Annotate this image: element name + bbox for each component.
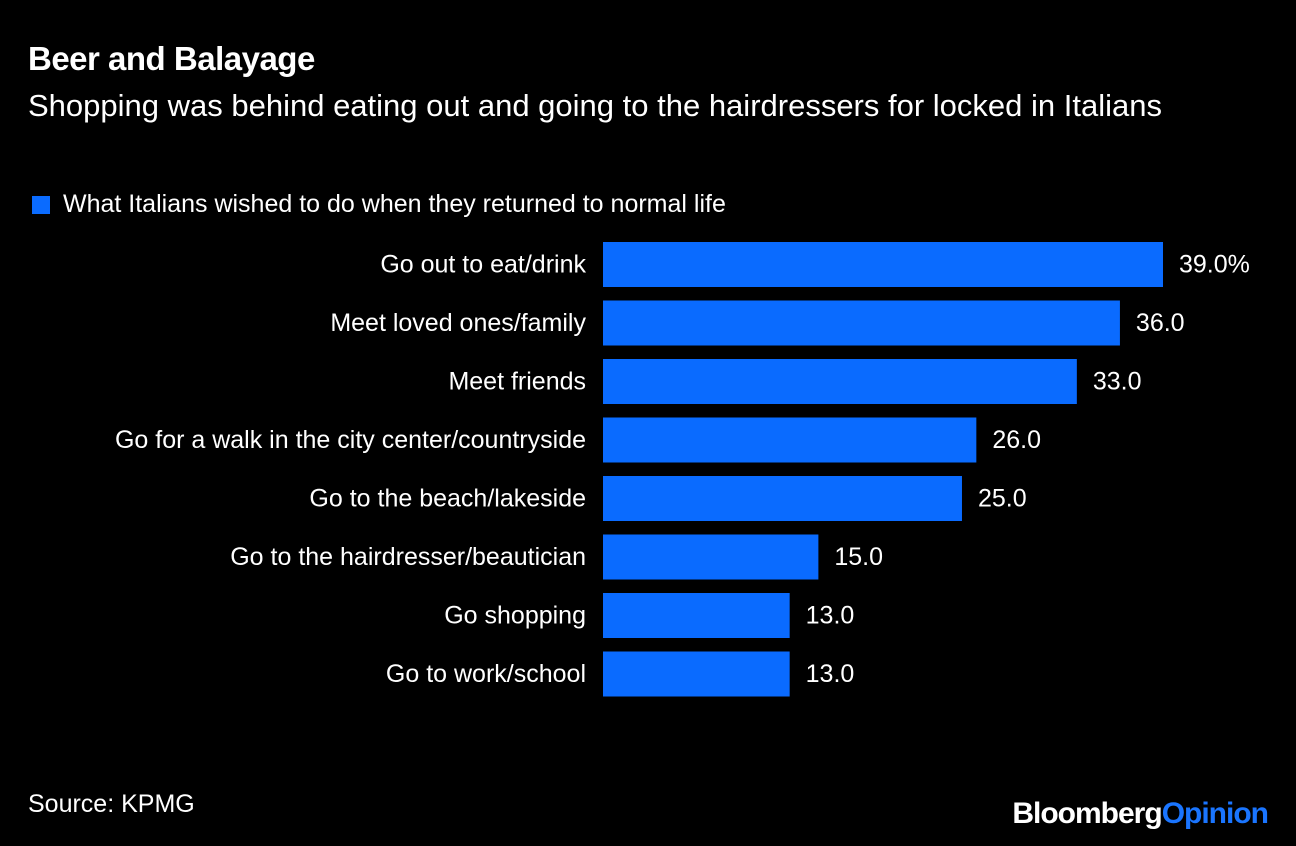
legend-swatch <box>32 195 50 214</box>
bar <box>603 534 819 580</box>
category-label: Go for a walk in the city center/country… <box>115 426 586 454</box>
legend-label: What Italians wished to do when they ret… <box>63 190 726 218</box>
bar <box>603 417 977 463</box>
chart-title: Beer and Balayage <box>28 40 315 77</box>
value-label: 26.0 <box>992 426 1041 454</box>
chart-subtitle: Shopping was behind eating out and going… <box>28 88 1162 123</box>
bar <box>603 300 1120 346</box>
source-note: Source: KPMG <box>28 790 195 818</box>
value-label: 15.0 <box>834 543 883 571</box>
bar <box>603 593 790 638</box>
brand-logo: BloombergOpinion <box>1012 797 1269 831</box>
value-label: 39.0% <box>1179 251 1250 279</box>
bar <box>603 242 1163 287</box>
value-label: 13.0 <box>806 660 855 688</box>
value-label: 36.0 <box>1136 309 1185 337</box>
value-label: 25.0 <box>978 485 1027 513</box>
value-label: 33.0 <box>1093 368 1142 396</box>
category-label: Go to the beach/lakeside <box>309 485 586 513</box>
category-label: Go to work/school <box>386 660 586 688</box>
legend: What Italians wished to do when they ret… <box>32 190 726 219</box>
brand-suffix: Opinion <box>1161 797 1269 830</box>
category-label: Meet friends <box>448 368 586 396</box>
brand-name: Bloomberg <box>1012 797 1162 830</box>
category-label: Meet loved ones/family <box>330 309 586 337</box>
category-label: Go shopping <box>444 602 586 630</box>
category-label: Go out to eat/drink <box>380 251 586 279</box>
category-label: Go to the hairdresser/beautician <box>230 543 586 571</box>
value-label: 13.0 <box>806 602 855 630</box>
bar <box>603 651 790 697</box>
bar <box>603 476 962 521</box>
bar <box>603 359 1077 404</box>
